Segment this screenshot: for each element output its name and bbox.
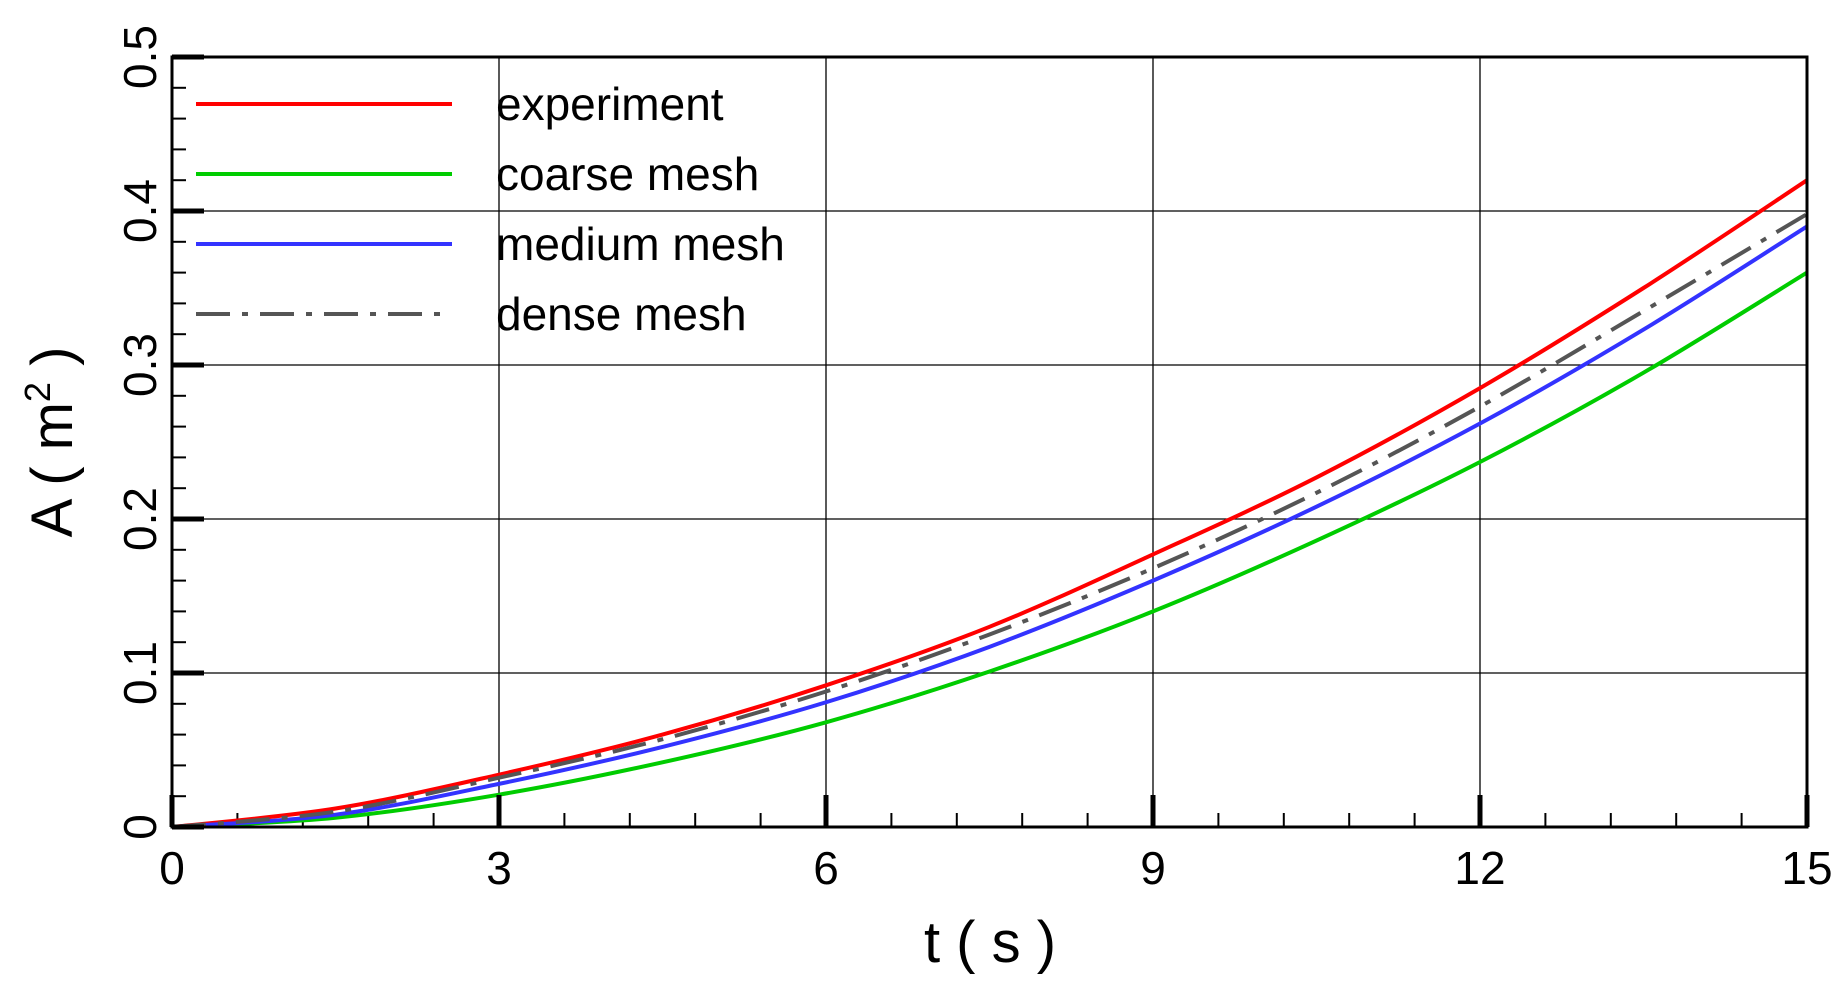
legend: experiment coarse mesh medium mesh dense me… <box>196 78 785 340</box>
legend-label-experiment: experiment <box>496 78 724 130</box>
x-tick-label: 6 <box>813 842 839 894</box>
x-tick-label: 9 <box>1140 842 1166 894</box>
y-tick-labels: 0 0.1 0.2 0.3 0.4 0.5 <box>114 25 166 840</box>
series-line-coarse-mesh <box>171 270 1809 829</box>
y-axis-title-close: ) <box>20 347 85 382</box>
major-ticks <box>169 54 1810 830</box>
series-line-dense-mesh <box>171 212 1809 829</box>
y-tick-label: 0.1 <box>114 641 166 705</box>
x-tick-labels: 0 3 6 9 12 15 <box>159 842 1832 894</box>
y-tick-label: 0.3 <box>114 333 166 397</box>
legend-label-coarse-mesh: coarse mesh <box>496 148 759 200</box>
y-tick-label: 0.2 <box>114 487 166 551</box>
series-line-medium-mesh <box>171 224 1809 829</box>
y-tick-label: 0.4 <box>114 179 166 243</box>
series-line-experiment <box>171 178 1809 829</box>
y-axis-title: A ( m2 ) <box>17 347 85 538</box>
y-tick-label: 0.5 <box>114 25 166 89</box>
y-tick-label: 0 <box>114 814 166 840</box>
series-lines <box>171 178 1809 829</box>
x-tick-label: 12 <box>1454 842 1505 894</box>
legend-label-dense-mesh: dense mesh <box>496 288 747 340</box>
y-axis-title-sup: 2 <box>17 382 58 402</box>
x-tick-label: 0 <box>159 842 185 894</box>
x-tick-label: 3 <box>486 842 512 894</box>
x-axis-title: t ( s ) <box>924 910 1056 975</box>
plot-frame <box>170 55 1809 829</box>
x-tick-label: 15 <box>1781 842 1832 894</box>
legend-label-medium-mesh: medium mesh <box>496 218 785 270</box>
y-axis-title-main: A ( m <box>20 402 85 537</box>
